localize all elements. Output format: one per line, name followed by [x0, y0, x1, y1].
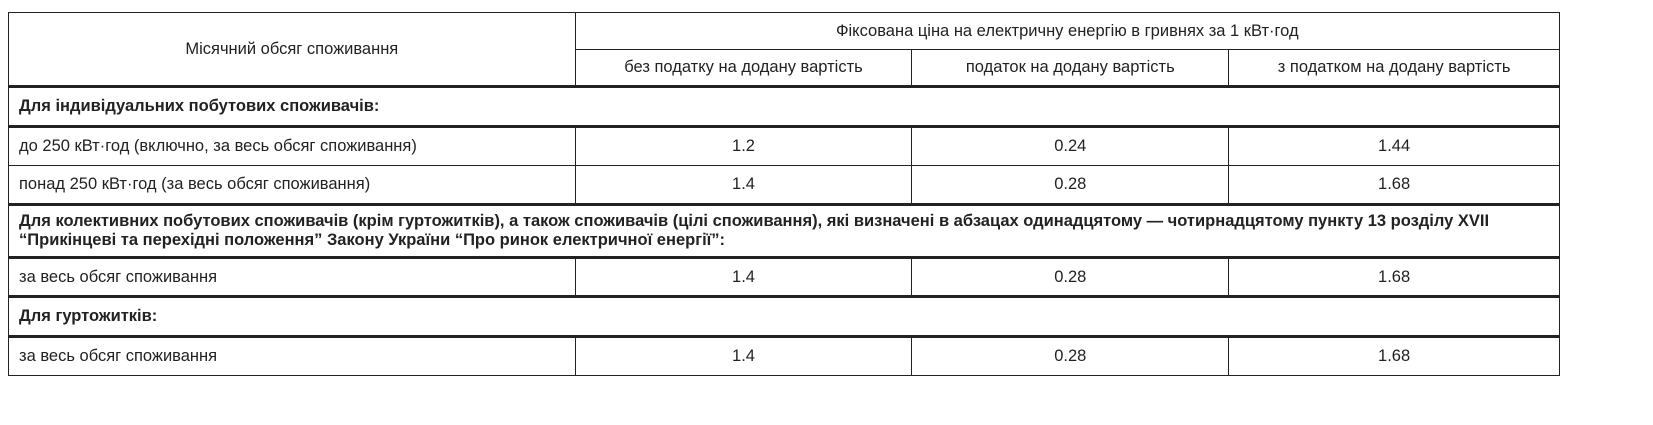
row-label: за весь обсяг споживання	[8, 257, 576, 297]
price-without-vat: 1.2	[574, 126, 913, 166]
section-row: Для колективних побутових споживачів (кр…	[8, 203, 1560, 259]
table-row: до 250 кВт·год (включно, за весь обсяг с…	[8, 126, 1560, 166]
price-with-vat: 1.68	[1228, 165, 1560, 205]
vat-header: податок на додану вартість	[911, 49, 1230, 87]
table-row: за весь обсяг споживання 1.4 0.28 1.68	[8, 336, 1560, 376]
price-with-vat: 1.44	[1228, 126, 1560, 166]
table-row: за весь обсяг споживання 1.4 0.28 1.68	[8, 257, 1560, 297]
table-row: понад 250 кВт·год (за весь обсяг спожива…	[8, 165, 1560, 205]
section-row: Для гуртожитків:	[8, 295, 1560, 338]
vat-amount: 0.28	[911, 257, 1230, 297]
price-without-vat: 1.4	[574, 257, 913, 297]
vat-amount: 0.24	[911, 126, 1230, 166]
section-row: Для індивідуальних побутових споживачів:	[8, 85, 1560, 128]
section-title: Для колективних побутових споживачів (кр…	[8, 203, 1560, 259]
price-without-vat: 1.4	[574, 165, 913, 205]
subheader-row: без податку на додану вартість податок н…	[9, 49, 1560, 87]
row-label: до 250 кВт·год (включно, за весь обсяг с…	[8, 126, 576, 166]
price-group-header: Фіксована ціна на електричну енергію в г…	[574, 12, 1561, 50]
row-label: за весь обсяг споживання	[8, 336, 576, 376]
price-with-vat: 1.68	[1228, 257, 1560, 297]
volume-header: Місячний обсяг споживання	[8, 12, 576, 87]
with-vat-header: з податком на додану вартість	[1228, 49, 1560, 87]
price-without-vat: 1.4	[574, 336, 913, 376]
vat-amount: 0.28	[911, 165, 1230, 205]
header-row: Місячний обсяг споживання Фіксована ціна…	[8, 12, 1561, 87]
electricity-price-table: Місячний обсяг споживання Фіксована ціна…	[8, 12, 1561, 376]
vat-amount: 0.28	[911, 336, 1230, 376]
without-vat-header: без податку на додану вартість	[574, 49, 913, 87]
price-with-vat: 1.68	[1228, 336, 1560, 376]
section-title: Для гуртожитків:	[8, 295, 1560, 338]
section-title: Для індивідуальних побутових споживачів:	[8, 85, 1560, 128]
row-label: понад 250 кВт·год (за весь обсяг спожива…	[8, 165, 576, 205]
